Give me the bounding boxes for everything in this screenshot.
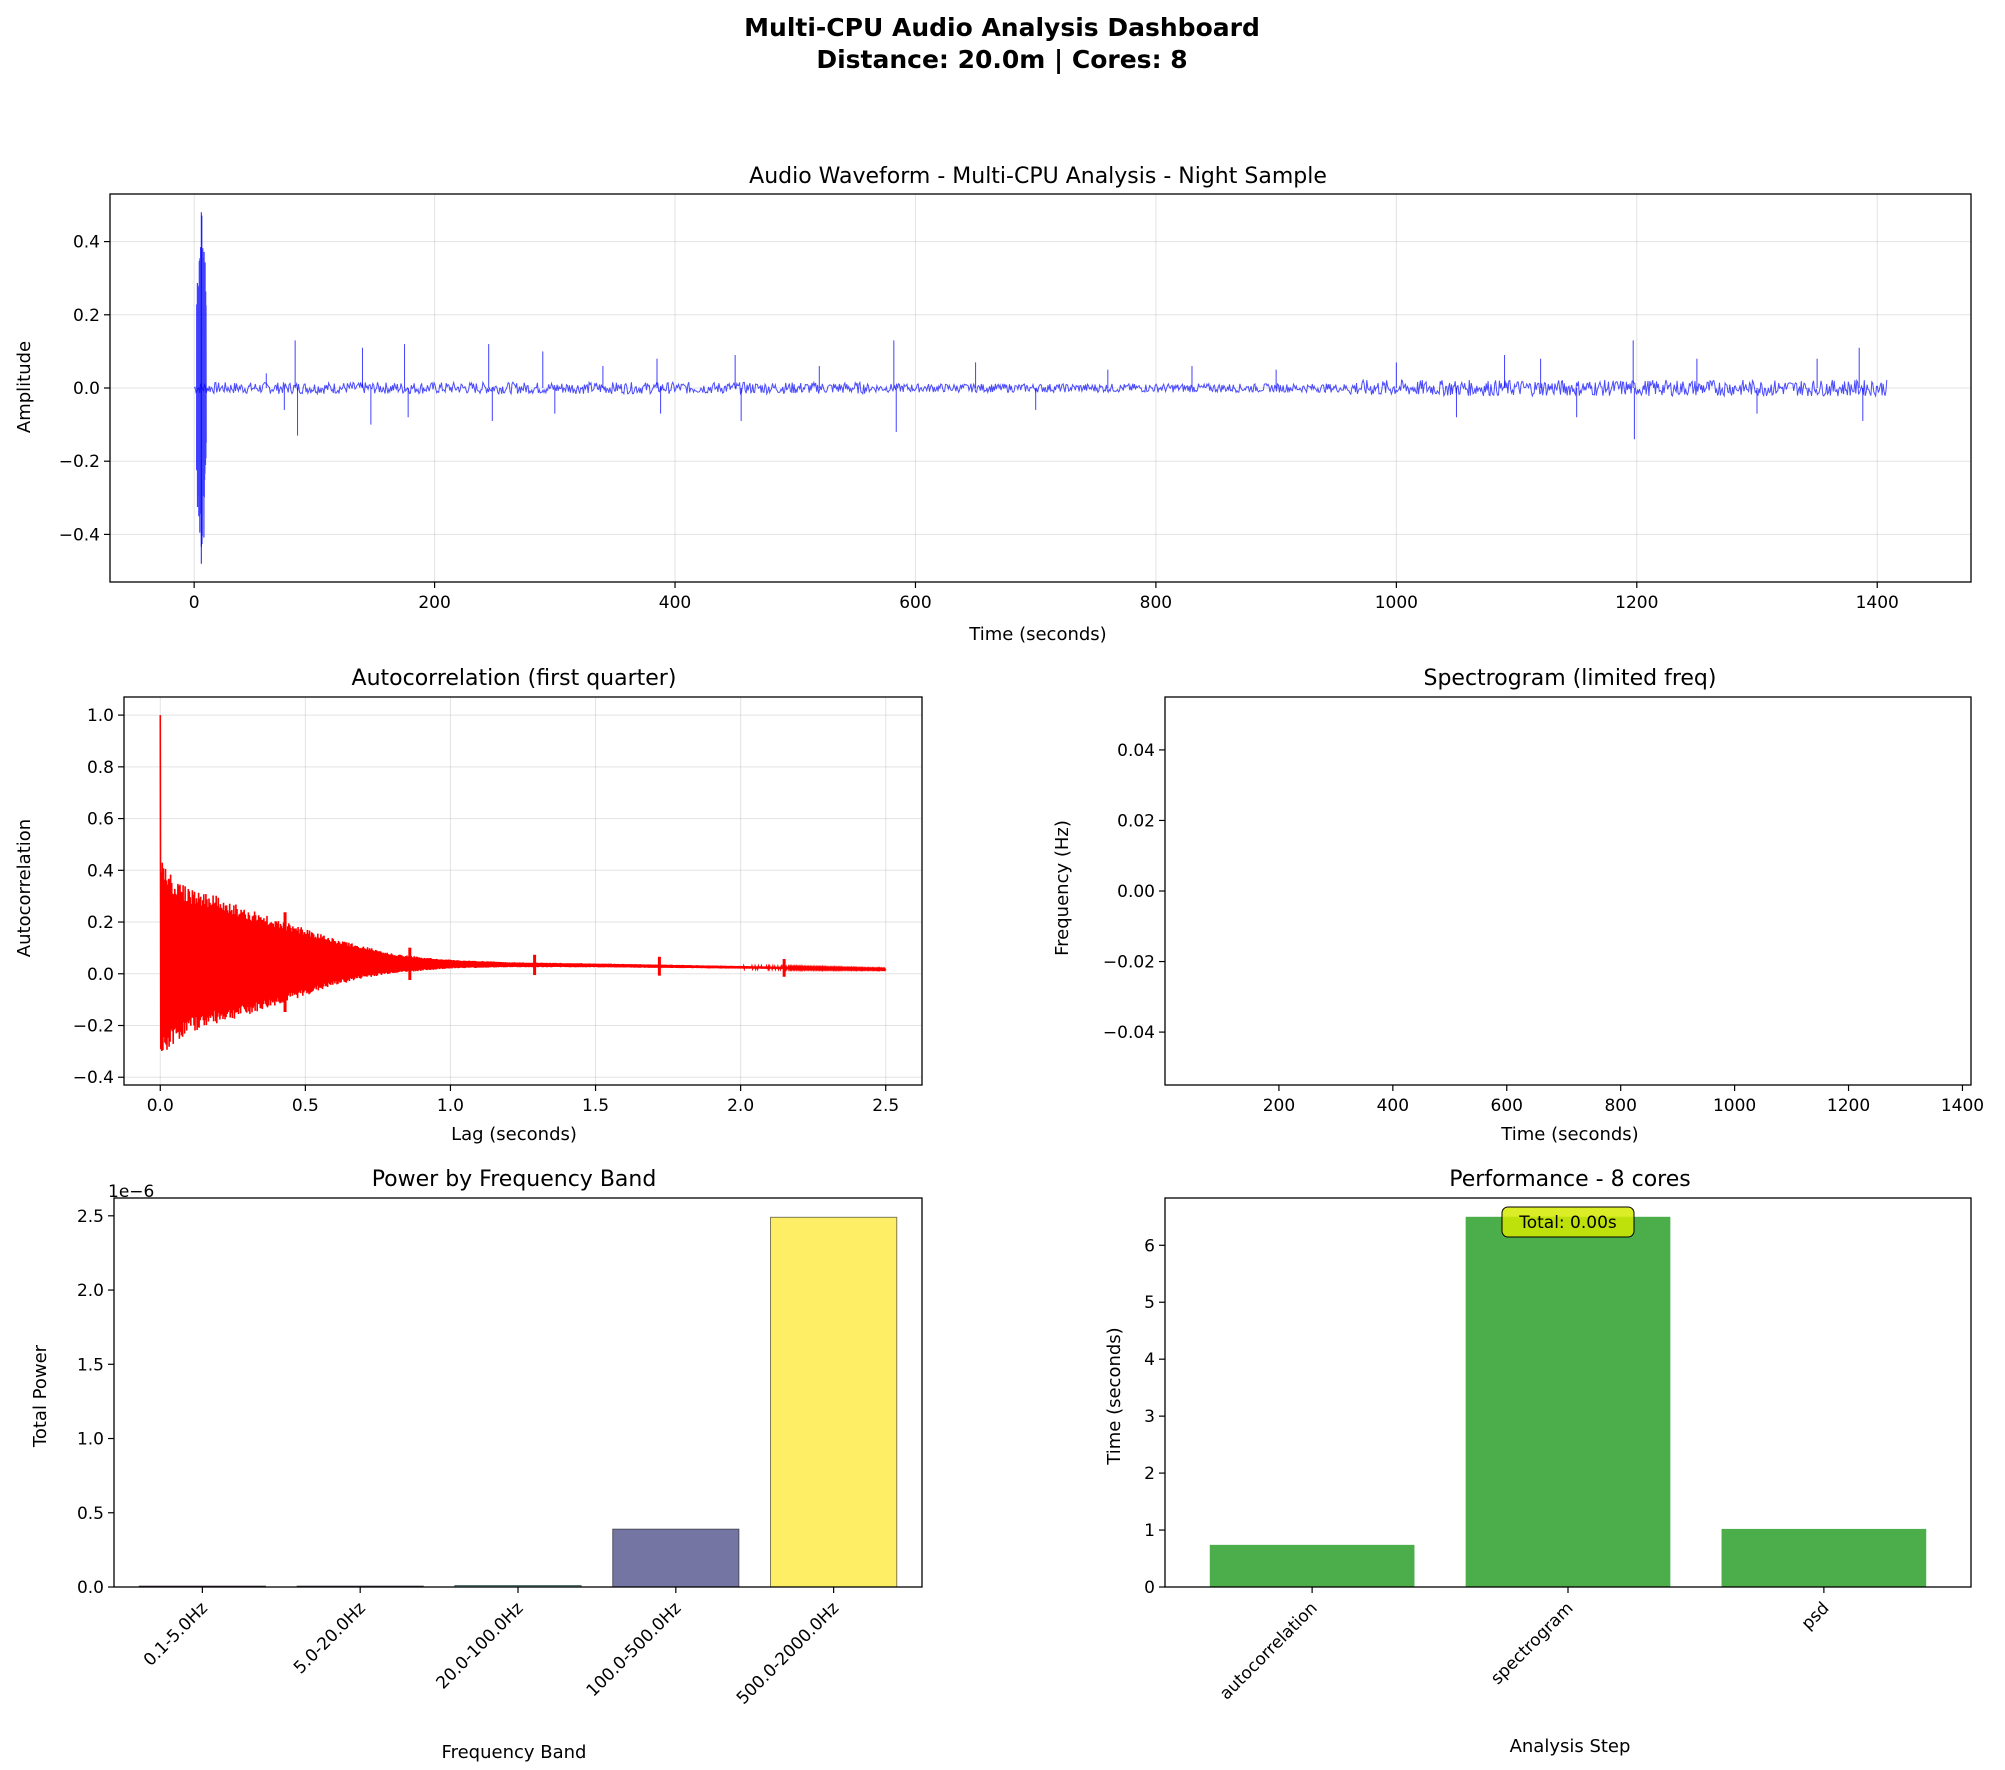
waveform-ytick-label: 0.0	[73, 379, 100, 399]
autocorr-ytick-label: 0.0	[87, 965, 114, 985]
waveform-xtick-label: 400	[659, 593, 691, 613]
perf-ytick-label: 1	[1144, 1521, 1155, 1541]
bands-axes-frame	[113, 1197, 923, 1588]
autocorr-xtick-label: 0.0	[147, 1096, 174, 1116]
autocorr-ytick-label: −0.4	[73, 1068, 114, 1088]
bands-ytick-label: 2.5	[77, 1207, 104, 1227]
waveform-xlabel: Time (seconds)	[968, 624, 1106, 645]
autocorr-title: Autocorrelation (first quarter)	[352, 666, 677, 691]
bands-ytick-label: 1.0	[77, 1430, 104, 1450]
autocorr-axes-frame	[123, 696, 923, 1086]
frequency-band-panel: Power by Frequency Band Frequency Band T…	[30, 1167, 923, 1763]
waveform-title: Audio Waveform - Multi-CPU Analysis - Ni…	[749, 164, 1327, 189]
autocorr-xlabel: Lag (seconds)	[451, 1124, 577, 1145]
perf-ylabel: Time (seconds)	[1104, 1327, 1125, 1465]
bands-xtick-label: 500.0-2000.0Hz	[733, 1598, 843, 1708]
spectrogram-xtick-label: 400	[1377, 1096, 1409, 1116]
spectrogram-ytick-label: −0.02	[1103, 953, 1155, 973]
bands-xlabel: Frequency Band	[442, 1742, 587, 1763]
waveform-xtick-label: 200	[418, 593, 450, 613]
perf-title: Performance - 8 cores	[1449, 1167, 1690, 1192]
bands-ylabel: Total Power	[30, 1344, 51, 1448]
autocorr-xtick-label: 1.0	[437, 1096, 464, 1116]
bands-xtick-label: 0.1-5.0Hz	[140, 1598, 212, 1670]
autocorr-xtick-label: 1.5	[582, 1096, 609, 1116]
perf-ytick-label: 6	[1144, 1236, 1155, 1256]
perf-xlabel: Analysis Step	[1510, 1736, 1631, 1757]
spectrogram-xtick-label: 1200	[1827, 1096, 1870, 1116]
bands-offset-label: 1e−6	[108, 1182, 154, 1202]
perf-xtick-label: spectrogram	[1487, 1598, 1577, 1688]
waveform-xtick-label: 1200	[1615, 593, 1658, 613]
spectrogram-xtick-label: 1400	[1941, 1096, 1984, 1116]
waveform-xtick-label: 1000	[1375, 593, 1418, 613]
bands-bar	[770, 1216, 898, 1588]
spectrogram-panel: Spectrogram (limited freq) Time (seconds…	[1052, 666, 1984, 1145]
waveform-xtick-label: 600	[899, 593, 931, 613]
autocorrelation-panel: Autocorrelation (first quarter) Lag (sec…	[14, 666, 923, 1145]
autocorr-line	[159, 715, 887, 1052]
waveform-ytick-label: −0.4	[59, 525, 100, 545]
spectrogram-title: Spectrogram (limited freq)	[1424, 666, 1717, 691]
perf-bar	[1465, 1216, 1671, 1587]
waveform-ytick-label: 0.2	[73, 306, 100, 326]
autocorr-ytick-label: 0.2	[87, 913, 114, 933]
bands-xtick-label: 100.0-500.0Hz	[583, 1598, 686, 1701]
bands-bar	[612, 1528, 740, 1588]
bands-xtick-label: 20.0-100.0Hz	[433, 1598, 528, 1693]
perf-ytick-label: 2	[1144, 1464, 1155, 1484]
waveform-axes-frame	[109, 193, 1972, 583]
spectrogram-ytick-label: 0.00	[1117, 882, 1155, 902]
perf-xtick-label: autocorrelation	[1216, 1598, 1322, 1704]
perf-xtick-label: psd	[1798, 1598, 1834, 1634]
bands-ytick-label: 0.0	[77, 1578, 104, 1598]
autocorr-xtick-label: 2.5	[872, 1096, 899, 1116]
autocorr-ytick-label: 0.8	[87, 758, 114, 778]
perf-ytick-label: 0	[1144, 1578, 1155, 1598]
perf-ytick-label: 3	[1144, 1407, 1155, 1427]
perf-ytick-label: 4	[1144, 1350, 1155, 1370]
spectrogram-axes-frame	[1164, 696, 1972, 1086]
autocorr-ytick-label: −0.2	[73, 1017, 114, 1037]
bands-title: Power by Frequency Band	[372, 1167, 657, 1192]
performance-panel: Performance - 8 cores Analysis Step Time…	[1104, 1167, 1972, 1757]
bands-xtick-label: 5.0-20.0Hz	[290, 1598, 370, 1678]
autocorr-ytick-label: 0.4	[87, 861, 114, 881]
perf-annotation-text: Total: 0.00s	[1518, 1213, 1617, 1233]
waveform-ylabel: Amplitude	[14, 341, 35, 433]
autocorr-ytick-label: 1.0	[87, 706, 114, 726]
waveform-ytick-label: 0.4	[73, 233, 100, 253]
bands-ytick-label: 0.5	[77, 1504, 104, 1524]
spectrogram-ytick-label: −0.04	[1103, 1023, 1155, 1043]
waveform-ytick-label: −0.2	[59, 452, 100, 472]
spectrogram-xtick-label: 1000	[1713, 1096, 1756, 1116]
waveform-line	[193, 378, 1888, 398]
spectrogram-xtick-label: 200	[1263, 1096, 1295, 1116]
waveform-xtick-label: 1400	[1856, 593, 1899, 613]
perf-bar	[1209, 1544, 1415, 1587]
spectrogram-ytick-label: 0.02	[1117, 811, 1155, 831]
bands-ytick-label: 1.5	[77, 1355, 104, 1375]
autocorr-ytick-label: 0.6	[87, 810, 114, 830]
perf-bar	[1721, 1528, 1927, 1587]
waveform-panel: Audio Waveform - Multi-CPU Analysis - Ni…	[14, 164, 1972, 645]
autocorr-xtick-label: 2.0	[727, 1096, 754, 1116]
waveform-xtick-label: 800	[1140, 593, 1172, 613]
perf-ytick-label: 5	[1144, 1293, 1155, 1313]
bands-ytick-label: 2.0	[77, 1281, 104, 1301]
spectrogram-ytick-label: 0.04	[1117, 741, 1155, 761]
perf-axes-frame	[1164, 1197, 1972, 1588]
autocorr-ylabel: Autocorrelation	[14, 819, 35, 957]
spectrogram-ylabel: Frequency (Hz)	[1052, 820, 1073, 956]
figure-title-line1: Multi-CPU Audio Analysis Dashboard	[744, 13, 1260, 42]
spectrogram-xlabel: Time (seconds)	[1500, 1124, 1638, 1145]
perf-annotation-box	[1501, 1206, 1635, 1238]
spectrogram-xtick-label: 600	[1491, 1096, 1523, 1116]
spectrogram-xtick-label: 800	[1604, 1096, 1636, 1116]
waveform-xtick-label: 0	[189, 593, 200, 613]
autocorr-xtick-label: 0.5	[292, 1096, 319, 1116]
figure-title-line2: Distance: 20.0m | Cores: 8	[816, 45, 1187, 74]
